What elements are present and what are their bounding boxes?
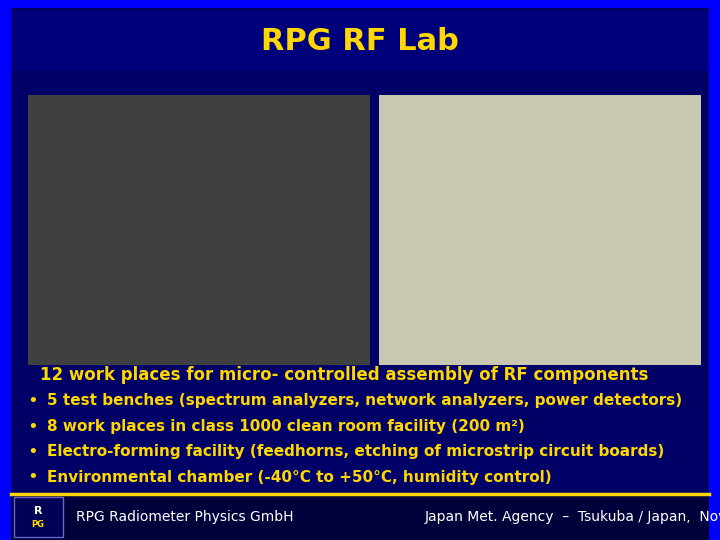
Bar <box>11 11 709 71</box>
Text: RPG Radiometer Physics GmbH: RPG Radiometer Physics GmbH <box>76 510 293 524</box>
Text: Electro-forming facility (feedhorns, etching of microstrip circuit boards): Electro-forming facility (feedhorns, etc… <box>47 444 664 460</box>
Text: 5 test benches (spectrum analyzers, network analyzers, power detectors): 5 test benches (spectrum analyzers, netw… <box>47 393 682 408</box>
Text: •: • <box>27 392 38 410</box>
Bar <box>379 95 701 365</box>
Bar <box>11 494 709 540</box>
Text: 12 work places for micro- controlled assembly of RF components: 12 work places for micro- controlled ass… <box>40 366 648 384</box>
Text: 8 work places in class 1000 clean room facility (200 m²): 8 work places in class 1000 clean room f… <box>47 419 525 434</box>
Bar <box>14 497 63 537</box>
Text: R: R <box>34 507 42 516</box>
Text: •: • <box>27 468 38 487</box>
Text: •: • <box>27 443 38 461</box>
Text: RPG RF Lab: RPG RF Lab <box>261 26 459 56</box>
Text: •: • <box>27 417 38 436</box>
Text: PG: PG <box>32 521 45 529</box>
Text: Environmental chamber (-40°C to +50°C, humidity control): Environmental chamber (-40°C to +50°C, h… <box>47 470 552 485</box>
Bar <box>28 95 370 365</box>
Text: Japan Met. Agency  –  Tsukuba / Japan,  Nov./Dec.  2005: Japan Met. Agency – Tsukuba / Japan, Nov… <box>425 510 720 524</box>
